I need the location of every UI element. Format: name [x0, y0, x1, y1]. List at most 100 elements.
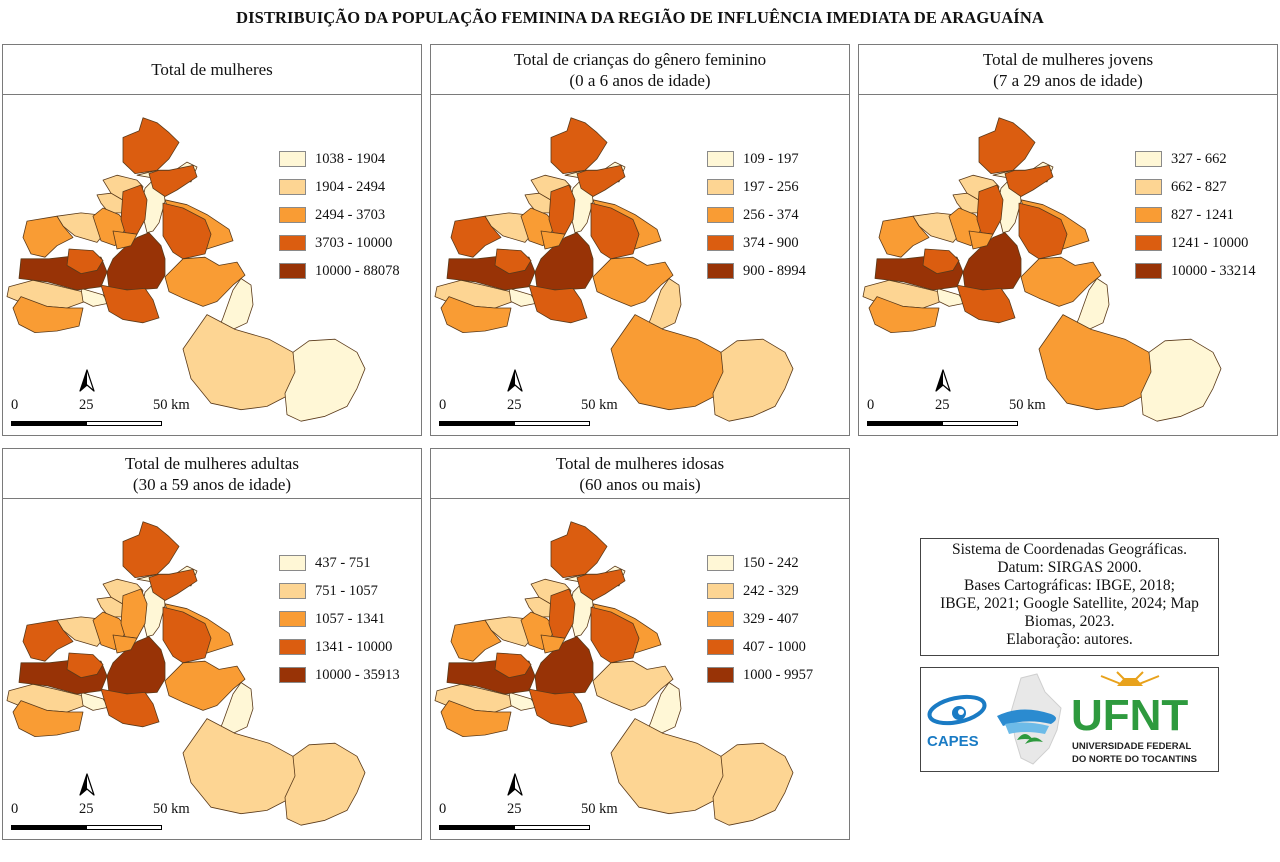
municipality-area	[120, 588, 148, 639]
legend-swatch	[279, 151, 306, 167]
panel-title: Total de mulheres adultas (30 a 59 anos d…	[3, 449, 421, 499]
scale-label: 50 km	[1009, 397, 1046, 413]
legend-item: 1000 - 9957	[707, 665, 813, 685]
municipality-area	[162, 606, 212, 664]
scale-label: 50 km	[581, 801, 618, 817]
legend-swatch	[707, 235, 734, 251]
tocantins-emblem	[997, 673, 1062, 765]
legend-swatch	[707, 263, 734, 279]
municipality-area	[610, 718, 726, 815]
legend-swatch	[707, 207, 734, 223]
legend-label: 1000 - 9957	[743, 666, 814, 683]
legend-item: 1241 - 10000	[1135, 233, 1248, 253]
municipality-area	[440, 700, 512, 737]
panel-title: Total de mulheres idosas (60 anos ou mais…	[431, 449, 849, 499]
scale-label: 0	[439, 801, 447, 817]
legend-label: 242 - 329	[743, 582, 799, 599]
municipality-area	[922, 248, 960, 274]
legend-item: 1904 - 2494	[279, 177, 385, 197]
info-line: IBGE, 2021; Google Satellite, 2024; Map	[940, 595, 1199, 612]
municipality-area	[534, 232, 594, 291]
legend-swatch	[279, 263, 306, 279]
municipality-area	[164, 660, 246, 711]
municipality-area	[148, 165, 198, 197]
municipality-area	[12, 700, 84, 737]
legend-item: 109 - 197	[707, 149, 799, 169]
legend-item: 1057 - 1341	[279, 609, 385, 629]
info-line: Biomas, 2023.	[1024, 613, 1115, 630]
ufnt-logo: UFNT UNIVERSIDADE FEDERAL DO NORTE DO TO…	[1071, 671, 1197, 765]
info-box: Sistema de Coordenadas Geográficas. Datu…	[920, 538, 1219, 656]
municipality-area	[528, 284, 588, 324]
municipality-area	[534, 636, 594, 695]
legend-item: 900 - 8994	[707, 261, 806, 281]
municipality-area	[508, 288, 538, 307]
legend-label: 1038 - 1904	[315, 150, 386, 167]
scale-bar	[439, 825, 590, 830]
legend-swatch	[279, 179, 306, 195]
municipality-area	[106, 232, 166, 291]
municipality-area	[22, 215, 74, 258]
map-panel: Total de mulheres idosas (60 anos ou mais…	[430, 448, 850, 840]
legend-swatch	[279, 611, 306, 627]
map-panel: Total de mulheres 1038 - 1904 1904 - 2494 2…	[2, 44, 422, 436]
legend-item: 2494 - 3703	[279, 205, 385, 225]
legend-label: 327 - 662	[1171, 150, 1227, 167]
municipality-area	[508, 692, 538, 711]
choropleth-map	[6, 521, 366, 826]
legend-label: 1057 - 1341	[315, 610, 386, 627]
municipality-area	[976, 184, 1004, 235]
legend-item: 437 - 751	[279, 553, 371, 573]
logos: CAPES UFNT UNIVERSIDADE FEDERAL DO NORTE…	[927, 671, 1197, 765]
legend-item: 10000 - 88078	[279, 261, 400, 281]
municipality-area	[592, 256, 674, 307]
scale-label: 50 km	[581, 397, 618, 413]
scale-label: 25	[935, 397, 950, 413]
municipality-area	[540, 634, 566, 654]
legend-label: 10000 - 88078	[315, 262, 400, 279]
municipality-area	[968, 230, 994, 250]
legend-swatch	[1135, 235, 1162, 251]
municipality-area	[494, 248, 532, 274]
legend-item: 10000 - 35913	[279, 665, 400, 685]
legend-label: 109 - 197	[743, 150, 799, 167]
municipality-area	[540, 230, 566, 250]
municipality-area	[936, 288, 966, 307]
legend-swatch	[279, 583, 306, 599]
logo-box: CAPES UFNT UNIVERSIDADE FEDERAL DO NORTE…	[920, 667, 1219, 772]
choropleth-map	[434, 521, 794, 826]
municipality-area	[284, 338, 366, 422]
panel-title-line: (7 a 29 anos de idade)	[993, 70, 1143, 90]
north-arrow-icon	[935, 369, 951, 392]
legend-swatch	[707, 179, 734, 195]
municipality-area	[450, 215, 502, 258]
legend-item: 374 - 900	[707, 233, 799, 253]
municipality-area	[494, 652, 532, 678]
municipality-area	[112, 230, 138, 250]
map-panel: Total de mulheres jovens (7 a 29 anos de …	[858, 44, 1278, 436]
municipality-area	[878, 215, 930, 258]
legend-item: 197 - 256	[707, 177, 799, 197]
municipality-area	[80, 692, 110, 711]
info-line: Sistema de Coordenadas Geográficas.	[951, 541, 1187, 558]
legend-item: 751 - 1057	[279, 581, 378, 601]
choropleth-map	[862, 117, 1222, 422]
municipality-area	[590, 202, 640, 260]
legend-label: 1241 - 10000	[1171, 234, 1249, 251]
municipality-area	[450, 619, 502, 662]
municipality-area	[182, 314, 298, 411]
legend-swatch	[707, 667, 734, 683]
legend-label: 1904 - 2494	[315, 178, 386, 195]
legend-item: 256 - 374	[707, 205, 799, 225]
legend-swatch	[1135, 263, 1162, 279]
legend-label: 10000 - 35913	[315, 666, 400, 683]
legend-swatch	[707, 583, 734, 599]
choropleth-map	[6, 117, 366, 422]
municipality-area	[956, 284, 1016, 324]
ufnt-line2: DO NORTE DO TOCANTINS	[1072, 754, 1197, 765]
panel-title-line: (60 anos ou mais)	[579, 474, 701, 494]
municipality-area	[1004, 165, 1054, 197]
legend-swatch	[279, 235, 306, 251]
scale-label: 0	[867, 397, 875, 413]
legend-label: 2494 - 3703	[315, 206, 386, 223]
